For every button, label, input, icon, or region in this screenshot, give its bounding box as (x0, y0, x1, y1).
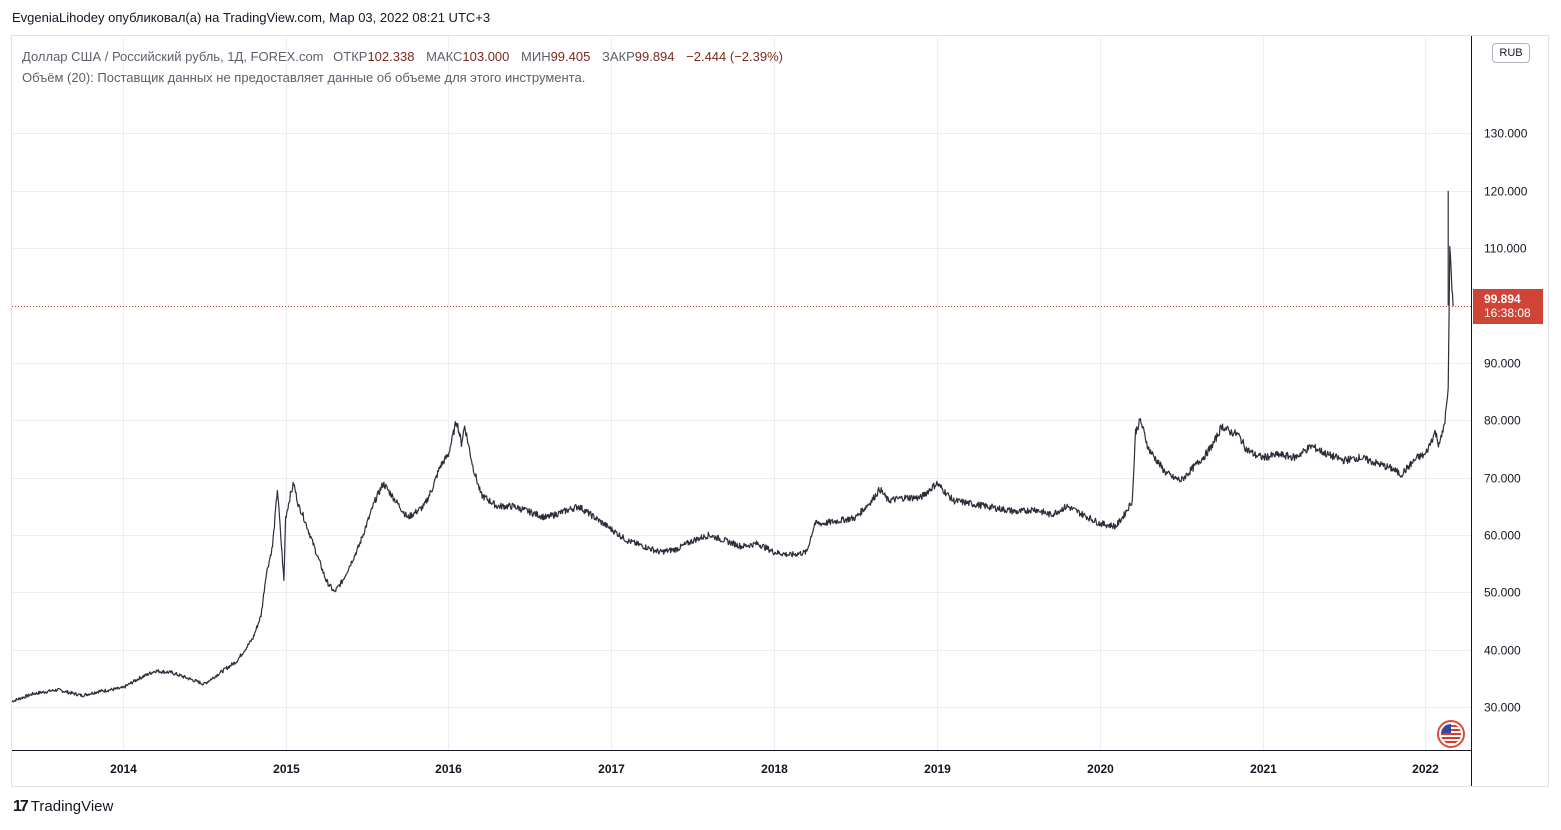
price-tick-3: 60.000 (1484, 529, 1521, 543)
price-tick-9: 130.000 (1484, 127, 1528, 141)
high-value: 103.000 (462, 49, 510, 64)
close-value: 99.894 (634, 49, 675, 64)
low-value: 99.405 (550, 49, 591, 64)
tradingview-logo[interactable]: 17 TradingView (13, 798, 113, 816)
legend-symbol-row[interactable]: Доллар США / Российский рубль, 1Д, FOREX… (22, 46, 783, 67)
series-line-usdrub (11, 245, 1454, 703)
time-tick-6: 2020 (1087, 762, 1114, 776)
time-axis: 2014 2015 2016 2017 2018 2019 2020 2021 2022 (110, 762, 1439, 776)
high-label: МАКС (426, 49, 463, 64)
tradingview-logo-icon: 17 (13, 798, 29, 815)
time-tick-3: 2017 (598, 762, 625, 776)
price-series (11, 190, 1454, 703)
change-value: −2.444 (−2.39%) (686, 49, 783, 64)
price-tick-5: 80.000 (1484, 414, 1521, 428)
time-tick-0: 2014 (110, 762, 137, 776)
time-tick-1: 2015 (273, 762, 300, 776)
price-tick-4: 70.000 (1484, 472, 1521, 486)
us-flag-icon[interactable] (1437, 720, 1465, 748)
price-tick-8: 120.000 (1484, 185, 1528, 199)
time-tick-7: 2021 (1250, 762, 1277, 776)
chart-frame (11, 35, 1549, 787)
symbol-title: Доллар США / Российский рубль, 1Д, FOREX… (22, 49, 324, 64)
time-tick-5: 2019 (924, 762, 951, 776)
last-price-label: 99.894 16:38:08 (1473, 289, 1543, 324)
grid-lines (12, 36, 1471, 750)
price-tick-1: 40.000 (1484, 644, 1521, 658)
author-name[interactable]: EvgeniaLihodey (12, 10, 105, 25)
close-label: ЗАКР (601, 49, 635, 64)
last-price-value: 99.894 (1484, 292, 1521, 306)
footer-brand: TradingView (30, 798, 114, 815)
publish-info: опубликовал(а) на TradingView.com, Мар 0… (108, 10, 491, 25)
price-tick-2: 50.000 (1484, 586, 1521, 600)
open-value: 102.338 (367, 49, 415, 64)
bar-countdown: 16:38:08 (1484, 306, 1531, 320)
price-axis: 30.000 40.000 50.000 60.000 70.000 80.000 90.0… (1484, 127, 1528, 715)
volume-indicator-row[interactable]: Объём (20): Поставщик данных не предоста… (22, 70, 586, 85)
publish-header: EvgeniaLihodey опубликовал(а) на Trading… (12, 10, 490, 25)
low-label: МИН (521, 49, 551, 64)
price-tick-0: 30.000 (1484, 701, 1521, 715)
open-label: ОТКР (333, 49, 368, 64)
time-tick-8: 2022 (1412, 762, 1439, 776)
price-tick-6: 90.000 (1484, 357, 1521, 371)
price-tick-7: 110.000 (1484, 242, 1527, 256)
time-tick-4: 2018 (761, 762, 788, 776)
time-tick-2: 2016 (435, 762, 462, 776)
currency-badge[interactable]: RUB (1492, 43, 1530, 63)
chart-legend: Доллар США / Российский рубль, 1Д, FOREX… (22, 46, 783, 88)
